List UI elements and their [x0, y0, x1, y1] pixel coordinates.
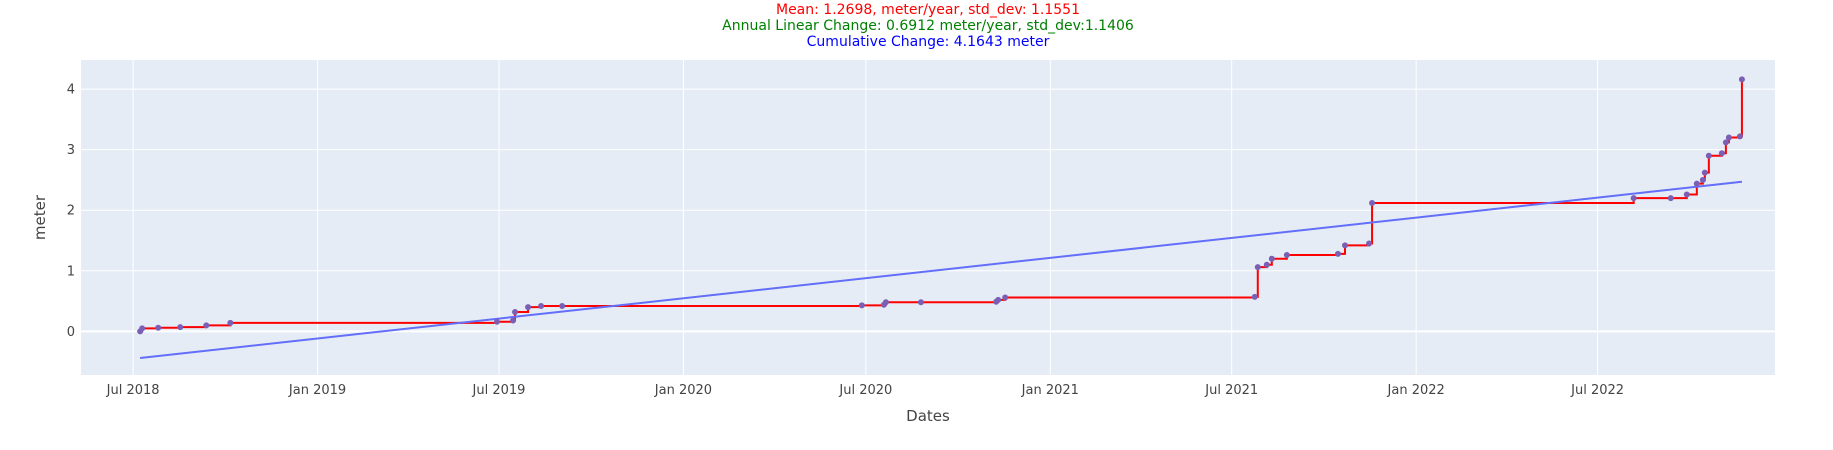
series-layer — [137, 76, 1745, 360]
y-tick-label: 1 — [67, 264, 75, 279]
x-axis-title: Dates — [906, 407, 950, 425]
data-point — [1630, 195, 1637, 202]
x-tick-label: Jan 2019 — [288, 383, 346, 398]
data-point — [493, 318, 500, 325]
data-point — [1667, 195, 1674, 202]
x-tick-label: Jul 2018 — [106, 383, 160, 398]
data-point — [917, 299, 924, 306]
x-tick-label: Jul 2021 — [1204, 383, 1258, 398]
data-point — [1699, 176, 1706, 183]
data-point — [1002, 294, 1009, 301]
y-tick-label: 0 — [67, 325, 75, 340]
plot-area — [81, 60, 1775, 375]
x-tick-label: Jul 2022 — [1570, 383, 1624, 398]
data-point — [155, 324, 162, 331]
data-point — [512, 309, 519, 315]
x-tick-label: Jan 2021 — [1021, 383, 1079, 398]
data-point — [525, 304, 532, 311]
data-point — [559, 302, 566, 309]
y-tick-label: 3 — [67, 143, 75, 158]
data-point — [1683, 191, 1690, 198]
y-axis-title: meter — [31, 194, 49, 240]
data-point — [1341, 242, 1348, 249]
data-point — [1366, 240, 1373, 247]
title-line: Annual Linear Change: 0.6912 meter/year,… — [722, 18, 1134, 34]
data-point — [1268, 255, 1275, 262]
data-point — [1334, 250, 1341, 257]
y-axis-ticks: 0 1 2 3 4 — [67, 83, 75, 340]
trend-line — [140, 180, 1743, 360]
data-point — [1254, 264, 1261, 271]
data-point — [1705, 152, 1712, 159]
data-point — [1722, 139, 1729, 146]
data-point — [1693, 180, 1700, 187]
x-tick-label: Jan 2020 — [654, 383, 712, 398]
data-point — [177, 324, 184, 331]
data-point — [995, 296, 1002, 303]
x-tick-label: Jul 2020 — [838, 383, 892, 398]
data-point — [1283, 252, 1290, 259]
markers — [137, 76, 1745, 335]
data-point — [1701, 169, 1708, 176]
data-point — [1718, 150, 1725, 157]
x-tick-label: Jul 2019 — [472, 383, 526, 398]
data-point — [1725, 134, 1732, 141]
data-point — [227, 319, 234, 326]
data-point — [1736, 133, 1743, 140]
x-axis-ticks: Jul 2018 Jan 2019 Jul 2019 Jan 2020 Jul 2020… — [106, 383, 1624, 398]
data-point — [1369, 199, 1376, 206]
data-point — [882, 299, 889, 306]
chart-title: Mean: 1.2698, meter/year, std_dev: 1.155… — [722, 2, 1134, 50]
data-point — [139, 325, 146, 332]
data-point — [1738, 76, 1745, 83]
title-line: Cumulative Change: 4.1643 meter — [807, 34, 1050, 50]
data-point — [538, 302, 545, 309]
y-tick-label: 4 — [67, 83, 75, 98]
title-line: Mean: 1.2698, meter/year, std_dev: 1.155… — [776, 2, 1080, 18]
x-tick-label: Jan 2022 — [1387, 383, 1445, 398]
data-point — [1263, 261, 1270, 268]
data-point — [1251, 293, 1258, 300]
data-point — [858, 302, 865, 309]
cumulative-series-line — [140, 79, 1743, 333]
data-point — [203, 322, 210, 329]
y-tick-label: 2 — [67, 204, 75, 219]
grid-lines — [81, 60, 1775, 375]
data-point — [510, 317, 517, 324]
